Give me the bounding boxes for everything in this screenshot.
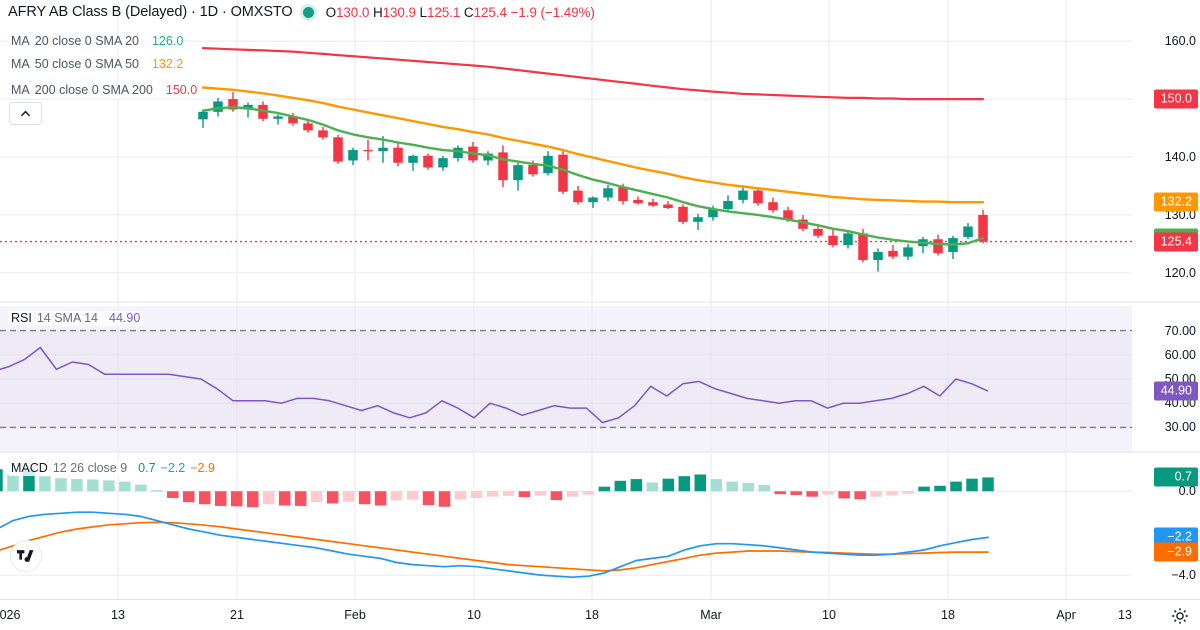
macd-params: 12 26 close 9 [52, 461, 128, 475]
ma200-params: 200 close 0 SMA 200 [34, 83, 153, 97]
high-value: 130.9 [382, 4, 416, 20]
change-percent: (−1.49%) [540, 4, 595, 20]
ma200-value: 150.0 [165, 83, 198, 97]
time-tick-2: 21 [230, 608, 244, 622]
low-key: L [419, 4, 428, 20]
macd-tick-minus4: −4.0 [1171, 568, 1196, 583]
time-tick-10: 13 [1118, 608, 1132, 622]
time-tick-3: Feb [344, 608, 366, 622]
price-pill-last[interactable]: 125.4 [1154, 232, 1198, 252]
tradingview-logo[interactable] [10, 540, 42, 572]
price-pane-legend: AFRY AB Class B (Delayed) · 1D · OMXSTO … [8, 5, 595, 20]
price-scale[interactable]: 160.0150.0140.0130.0120.0150.0132.2126.0… [1132, 0, 1200, 600]
price-pill-ma50[interactable]: 132.2 [1154, 192, 1198, 212]
macd-histogram-value: 0.7 [138, 461, 156, 475]
live-status-dot [302, 6, 314, 18]
symbol-title[interactable]: AFRY AB Class B (Delayed) · 1D · OMXSTO [8, 4, 293, 20]
ma50-legend[interactable]: MA 50 close 0 SMA 50 132.2 [8, 57, 187, 72]
time-tick-1: 13 [111, 608, 125, 622]
ma20-value: 126.0 [151, 34, 184, 48]
price-tick-0: 160.0 [1164, 34, 1196, 49]
ma200-name: MA [11, 83, 30, 97]
rsi-tick-1: 60.00 [1164, 347, 1196, 362]
time-tick-7: 10 [822, 608, 836, 622]
macd-tick-zero: 0.0 [1178, 484, 1196, 499]
price-tick-4: 120.0 [1164, 265, 1196, 280]
time-tick-0: 026 [0, 608, 21, 622]
ma20-params: 20 close 0 SMA 20 [34, 34, 139, 48]
high-key: H [372, 4, 383, 20]
time-tick-6: Mar [700, 608, 722, 622]
open-key: O [325, 4, 337, 20]
rsi-legend[interactable]: RSI 14 SMA 14 44.90 [8, 311, 144, 326]
time-tick-8: 18 [941, 608, 955, 622]
macd-pill-histogram[interactable]: 0.7 [1154, 467, 1198, 487]
time-scale[interactable]: 026 13 21 Feb 10 18 Mar 10 18 Apr 13 [0, 599, 1200, 630]
tradingview-logo-icon [16, 549, 33, 562]
ma50-name: MA [11, 57, 30, 71]
rsi-params: 14 SMA 14 [36, 311, 98, 325]
low-value: 125.1 [426, 4, 461, 20]
time-tick-4: 10 [467, 608, 481, 622]
price-pill-ma200[interactable]: 150.0 [1154, 89, 1198, 109]
time-tick-9: Apr [1056, 608, 1076, 622]
ma20-legend[interactable]: MA 20 close 0 SMA 20 126.0 [8, 34, 187, 49]
ohlc-values: O130.0 H130.9 L125.1 C125.4 −1.9 (−1.49%… [325, 4, 595, 20]
ma50-value: 132.2 [151, 57, 184, 71]
ma20-name: MA [11, 34, 30, 48]
rsi-pill-value[interactable]: 44.90 [1154, 381, 1198, 401]
macd-line-value: −2.2 [160, 461, 186, 475]
macd-pill-signal[interactable]: −2.9 [1154, 542, 1198, 562]
rsi-name: RSI [11, 311, 32, 325]
open-value: 130.0 [335, 4, 370, 20]
price-tick-2: 140.0 [1164, 150, 1196, 164]
macd-legend[interactable]: MACD 12 26 close 9 0.7 −2.2 −2.9 [8, 461, 218, 476]
chevron-up-icon [21, 110, 30, 117]
close-key: C [463, 4, 474, 20]
rsi-tick-0: 70.00 [1164, 323, 1196, 338]
change-absolute: −1.9 [510, 4, 537, 20]
ma50-params: 50 close 0 SMA 50 [34, 57, 139, 71]
close-value: 125.4 [473, 4, 507, 20]
collapse-pane-button[interactable] [9, 102, 42, 125]
chart-settings-gear-icon[interactable] [1170, 606, 1190, 626]
rsi-value: 44.90 [109, 311, 141, 325]
macd-name: MACD [11, 461, 48, 475]
macd-pill-macd[interactable]: −2.2 [1154, 527, 1198, 547]
time-tick-5: 18 [585, 608, 599, 622]
rsi-tick-4: 30.00 [1164, 420, 1196, 435]
macd-signal-value: −2.9 [190, 461, 215, 475]
ma200-legend[interactable]: MA 200 close 0 SMA 200 150.0 [8, 83, 201, 98]
